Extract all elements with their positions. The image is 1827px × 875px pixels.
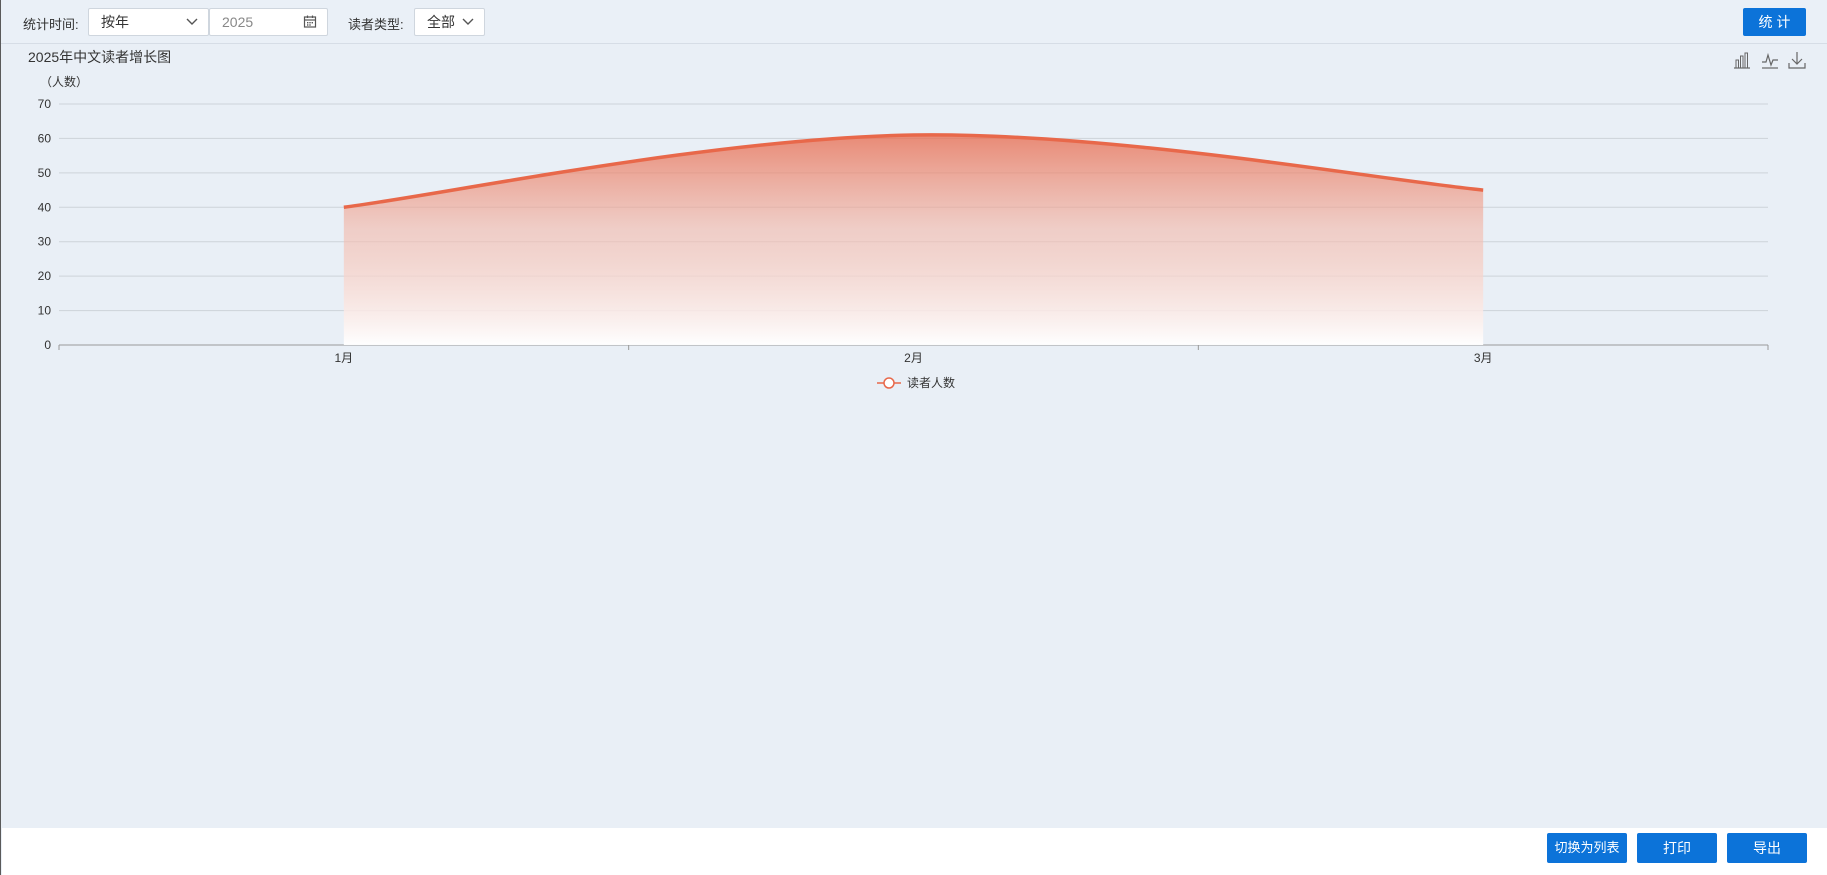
axes: 0 10 20 30 40 50 60 70 1月 2月 3月 — [38, 97, 1769, 365]
series-line — [343, 133, 1484, 210]
x-tick-label: 2月 — [904, 351, 923, 365]
y-tick-label: 30 — [38, 235, 52, 249]
chart-legend[interactable]: 读者人数 — [877, 375, 955, 390]
area-fill — [343, 133, 1484, 345]
time-label: 统计时间: — [23, 17, 79, 32]
window-left-edge — [0, 0, 1, 875]
legend-label: 读者人数 — [907, 375, 955, 390]
y-tick-label: 0 — [44, 338, 51, 352]
reader-type-label: 读者类型: — [348, 17, 404, 32]
statistics-button[interactable]: 统 计 — [1743, 8, 1806, 36]
chevron-down-icon — [186, 9, 198, 43]
reader-growth-chart: 0 10 20 30 40 50 60 70 1月 2月 3月 （人数） 读者人数 — [38, 74, 1769, 390]
export-button[interactable]: 导出 — [1727, 833, 1807, 863]
y-tick-label: 20 — [38, 269, 52, 283]
y-tick-label: 10 — [38, 304, 52, 318]
x-tick-label: 1月 — [334, 351, 353, 365]
download-icon[interactable] — [1787, 50, 1807, 70]
chart-title: 2025年中文读者增长图 — [28, 49, 172, 65]
y-tick-label: 60 — [38, 131, 52, 145]
y-tick-label: 50 — [38, 166, 52, 180]
calendar-icon[interactable] — [303, 9, 317, 43]
chevron-down-icon — [462, 9, 474, 43]
year-date-input[interactable]: 2025 — [209, 8, 328, 36]
x-tick-label: 3月 — [1474, 351, 1493, 365]
print-button[interactable]: 打印 — [1637, 833, 1717, 863]
footer-bar: 切换为列表 打印 导出 — [2, 828, 1827, 875]
time-mode-select[interactable]: 按年 — [88, 8, 209, 36]
reader-type-select[interactable]: 全部 — [414, 8, 485, 36]
time-mode-value: 按年 — [101, 14, 129, 30]
legend-marker-icon — [883, 377, 895, 389]
y-tick-label: 70 — [38, 97, 52, 111]
series-area — [343, 134, 1484, 345]
reader-type-value: 全部 — [427, 14, 455, 30]
y-tick-label: 40 — [38, 200, 52, 214]
year-value: 2025 — [222, 14, 254, 30]
bar-chart-icon[interactable] — [1732, 50, 1752, 70]
line-chart-icon[interactable] — [1760, 50, 1780, 70]
y-axis-label: （人数） — [40, 74, 88, 89]
switch-to-list-button[interactable]: 切换为列表 — [1547, 833, 1627, 863]
filter-bar: 统计时间: 按年 2025 读者类型: 全部 统 计 — [1, 0, 1827, 44]
